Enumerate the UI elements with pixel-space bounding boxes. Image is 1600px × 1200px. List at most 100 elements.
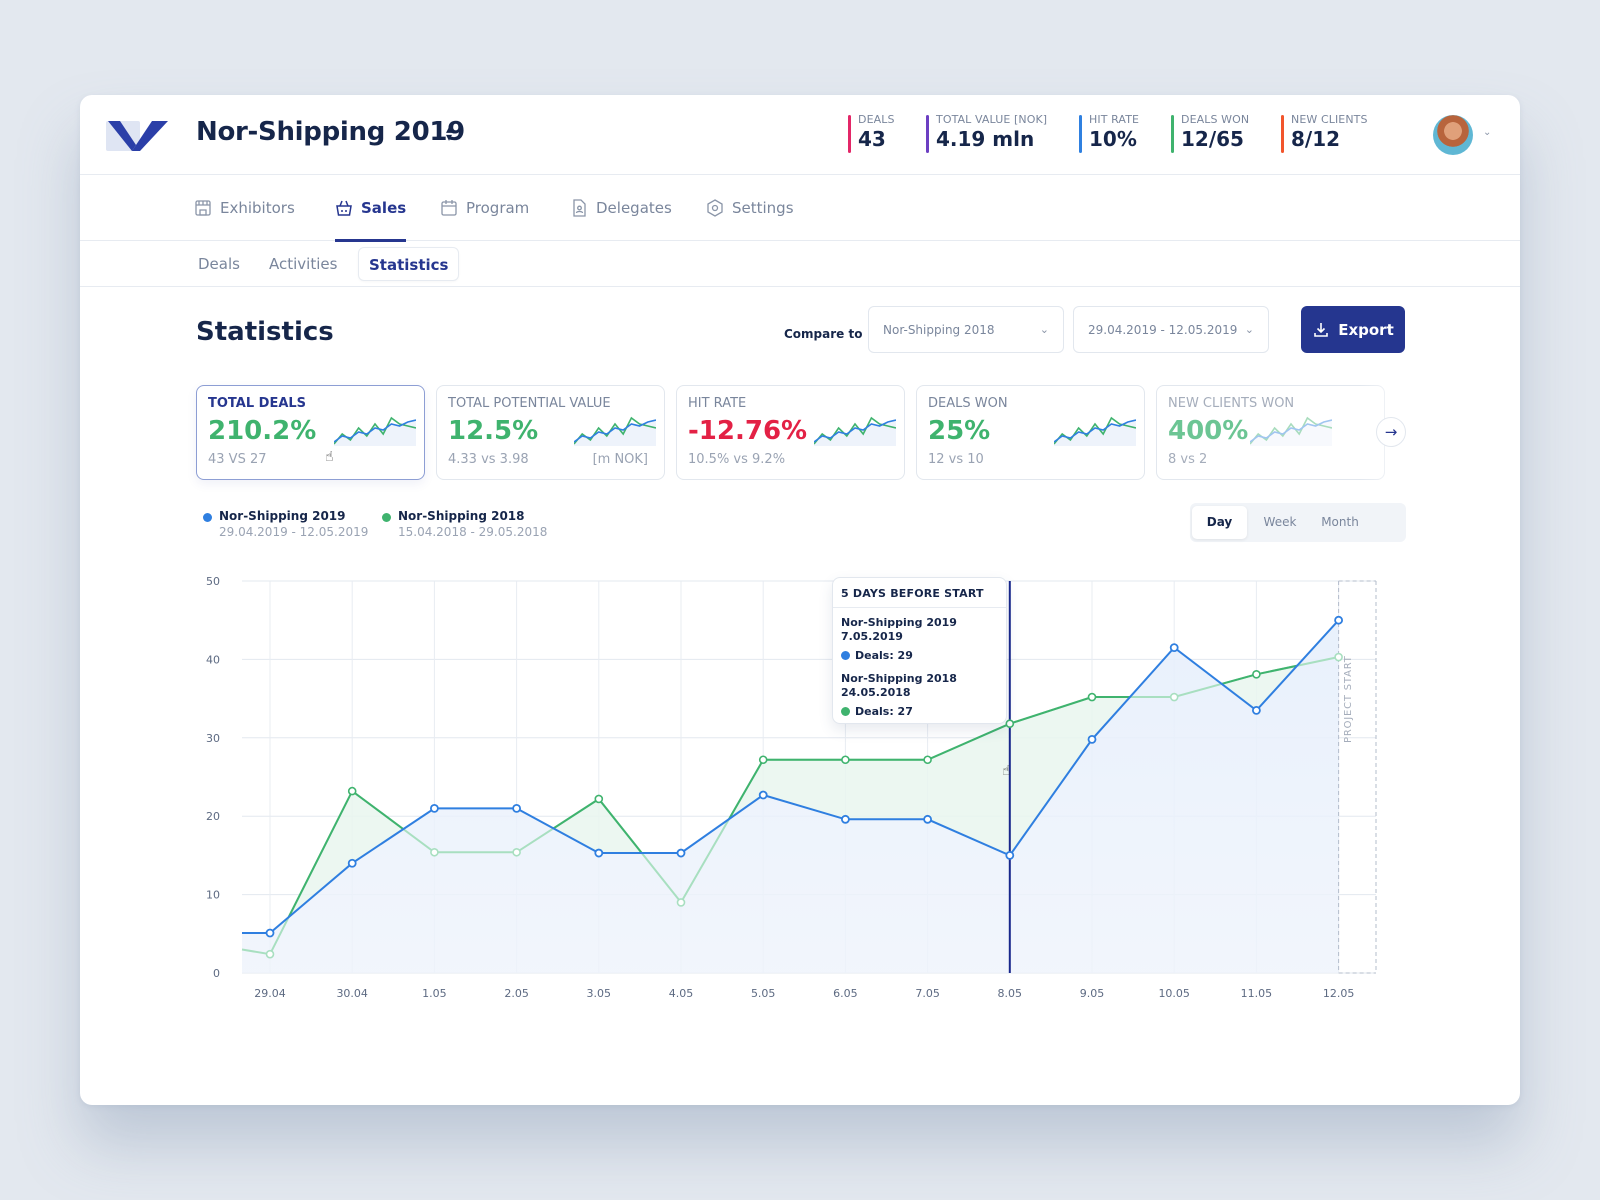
kpi-value: 10% [1089, 127, 1137, 151]
sparkline-2019 [334, 419, 416, 443]
sparkline-area [574, 420, 656, 446]
x-tick-label: 30.04 [336, 987, 368, 1000]
kpi-color-bar [1079, 115, 1082, 153]
point-2018 [430, 847, 439, 857]
kpi-label: HIT RATE [1089, 113, 1140, 126]
nav-item-settings[interactable]: Settings [706, 175, 794, 241]
y-tick-label: 50 [206, 575, 220, 588]
export-button[interactable]: Export [1301, 306, 1405, 353]
card-value: -12.76% [688, 416, 808, 446]
period-day[interactable]: Day [1192, 506, 1247, 539]
point-2019 [923, 814, 932, 824]
nav-item-program[interactable]: Program [440, 175, 529, 241]
subtab-deals[interactable]: Deals [198, 255, 240, 273]
metric-card-hit-rate[interactable]: HIT RATE -12.76% 10.5% vs 9.2% [676, 385, 905, 480]
chart-tooltip: 5 DAYS BEFORE START Nor-Shipping 2019 7.… [832, 577, 1007, 724]
sparkline-2019 [1250, 419, 1332, 443]
point-2019 [1005, 851, 1015, 860]
nav-item-sales[interactable]: Sales [335, 175, 407, 242]
main-nav: Exhibitors Sales Program Delegates Setti… [80, 175, 1520, 242]
x-tick-label: 1.05 [422, 987, 447, 1000]
nav-label: Sales [361, 199, 407, 217]
tooltip-series-name: Nor-Shipping 2019 [841, 616, 957, 629]
download-icon [1314, 322, 1329, 337]
x-tick-label: 6.05 [833, 987, 858, 1000]
x-tick-label: 4.05 [669, 987, 694, 1000]
y-tick-label: 0 [213, 967, 220, 980]
header-kpis: DEALS 43 TOTAL VALUE [NOK] 4.19 mln HIT … [848, 113, 1391, 153]
store-icon [195, 200, 211, 216]
metric-card-new-clients-won[interactable]: NEW CLIENTS WON 400% 8 vs 2 [1156, 385, 1385, 480]
series-dot [841, 651, 850, 660]
point-2019 [676, 848, 686, 858]
badge-icon [573, 199, 586, 217]
kpi-color-bar [926, 115, 929, 153]
compare-select-value: Nor-Shipping 2018 [883, 322, 995, 337]
card-label: TOTAL POTENTIAL VALUE [448, 396, 611, 411]
event-title: Nor-Shipping 2019 [196, 117, 465, 147]
x-tick-label: 3.05 [587, 987, 612, 1000]
kpi-value: 43 [858, 127, 886, 151]
point-2018 [512, 847, 521, 857]
x-tick-label: 9.05 [1080, 987, 1105, 1000]
tooltip-series-2018: Nor-Shipping 2018 24.05.2018 [841, 672, 957, 700]
point-2019 [758, 790, 768, 800]
pointer-cursor-icon: ☝ [1002, 763, 1011, 779]
x-tick-label: 10.05 [1158, 987, 1190, 1000]
event-switch-icon[interactable]: ▴ ▾ [445, 122, 453, 144]
date-range-select[interactable]: 29.04.2019 - 12.05.2019 ⌄ [1073, 306, 1269, 353]
x-tick-label: 29.04 [254, 987, 286, 1000]
point-2018 [1252, 669, 1261, 679]
area-2018-above [242, 657, 1339, 973]
subtab-statistics[interactable]: Statistics [358, 247, 460, 281]
project-start-label: PROJECT START [1343, 655, 1354, 743]
period-week[interactable]: Week [1263, 515, 1297, 529]
sparkline [1250, 416, 1332, 446]
sparkline-2018 [1250, 416, 1332, 445]
point-2018 [923, 755, 932, 765]
app-window: Nor-Shipping 2019 ▴ ▾ DEALS 43 TOTAL VALU… [80, 95, 1520, 1105]
legend-name: Nor-Shipping 2018 [398, 509, 525, 523]
period-month[interactable]: Month [1321, 515, 1359, 529]
x-tick-label: 11.05 [1241, 987, 1273, 1000]
kpi-value: 8/12 [1291, 127, 1341, 151]
x-tick-label: 7.05 [915, 987, 940, 1000]
metric-card-deals-won[interactable]: DEALS WON 25% 12 vs 10 [916, 385, 1145, 480]
subtab-activities[interactable]: Activities [269, 255, 338, 273]
kpi-hit-rate: HIT RATE 10% [1079, 113, 1171, 153]
chevron-down-icon: ⌄ [1244, 323, 1254, 336]
metric-card-total-potential-value[interactable]: TOTAL POTENTIAL VALUE 12.5% 4.33 vs 3.98… [436, 385, 665, 480]
page-title: Statistics [196, 317, 334, 347]
compare-select[interactable]: Nor-Shipping 2018 ⌄ [868, 306, 1064, 353]
nav-item-exhibitors[interactable]: Exhibitors [194, 175, 295, 241]
x-tick-label: 5.05 [751, 987, 776, 1000]
y-tick-label: 10 [206, 889, 220, 902]
kpi-label: DEALS [858, 113, 895, 126]
point-2019 [594, 848, 604, 858]
point-2019 [512, 803, 522, 813]
point-2019 [1169, 643, 1179, 653]
y-tick-label: 40 [206, 653, 220, 666]
cards-next-button[interactable]: → [1376, 417, 1406, 447]
nav-label: Exhibitors [220, 199, 295, 217]
chevron-down-icon[interactable]: ⌄ [1483, 127, 1492, 138]
point-2018 [1334, 652, 1343, 662]
point-2019 [841, 814, 850, 824]
series-dot [841, 707, 850, 716]
line-2019 [242, 619, 1340, 934]
card-value: 210.2% [208, 416, 317, 446]
legend-dates: 29.04.2019 - 12.05.2019 [219, 525, 369, 539]
point-2018 [1169, 692, 1179, 702]
arrow-right-icon: → [1384, 423, 1398, 441]
kpi-deals-won: DEALS WON 12/65 [1171, 113, 1281, 153]
user-avatar[interactable] [1433, 115, 1473, 155]
y-tick-label: 30 [206, 732, 220, 745]
legend-name: Nor-Shipping 2019 [219, 509, 346, 523]
card-unit: [m NOK] [592, 452, 648, 467]
tooltip-deals: Deals: 29 [855, 649, 913, 662]
point-2018 [347, 786, 357, 796]
top-bar: Nor-Shipping 2019 ▴ ▾ DEALS 43 TOTAL VALU… [80, 95, 1520, 175]
nav-label: Delegates [596, 199, 672, 217]
nav-item-delegates[interactable]: Delegates [570, 175, 672, 241]
metric-card-total-deals[interactable]: TOTAL DEALS 210.2% 43 VS 27 [196, 385, 425, 480]
